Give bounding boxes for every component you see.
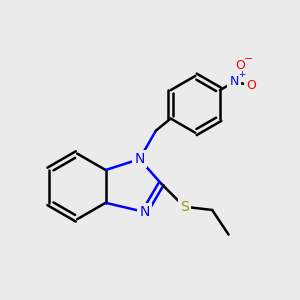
Text: +: +	[238, 70, 245, 79]
Text: O: O	[246, 79, 256, 92]
Text: N: N	[230, 75, 239, 88]
Text: S: S	[180, 200, 189, 214]
Text: N: N	[134, 152, 145, 166]
Text: −: −	[244, 54, 254, 64]
Text: O: O	[235, 59, 245, 72]
Text: N: N	[140, 205, 150, 219]
